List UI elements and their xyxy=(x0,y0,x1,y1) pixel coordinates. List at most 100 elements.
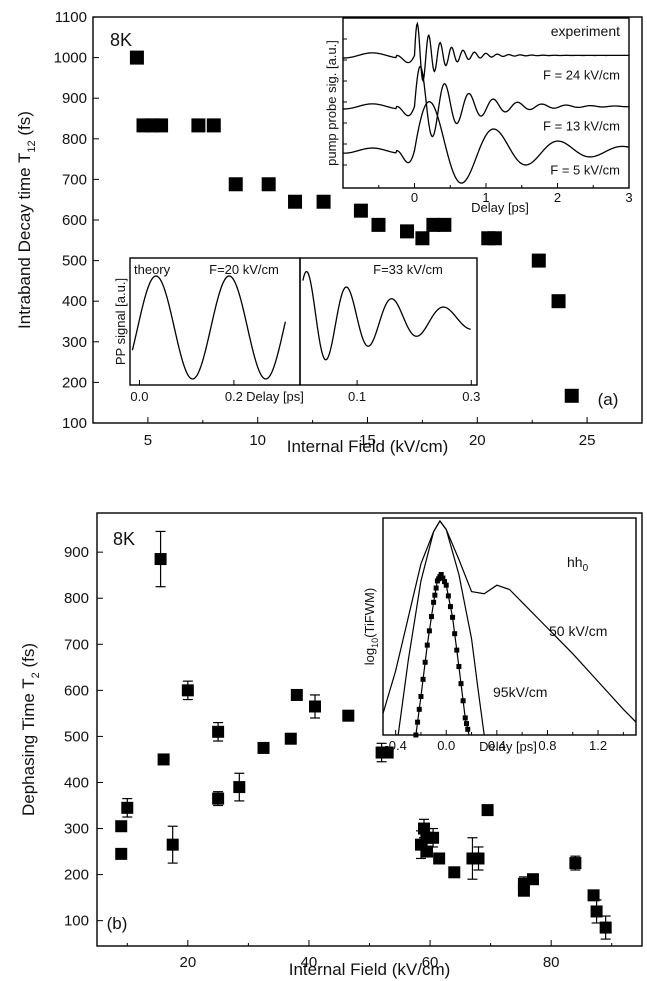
x-tick-label: 1.2 xyxy=(589,738,607,753)
state-label-subscript: 0 xyxy=(583,563,589,574)
data-point xyxy=(309,700,321,713)
y-tick-label: 500 xyxy=(64,728,89,745)
data-point xyxy=(290,688,303,701)
curve-dot-marker xyxy=(431,599,437,605)
data-point xyxy=(154,553,167,566)
x-tick-label: 20 xyxy=(469,432,486,449)
x-tick-label: 5 xyxy=(144,432,152,449)
x-tick-label: 80 xyxy=(543,954,560,971)
y-axis-label: Intraband Decay time T12 (fs) xyxy=(15,111,38,329)
y-tick-label: 600 xyxy=(62,212,87,229)
data-point xyxy=(284,732,297,745)
curve-dot-marker xyxy=(415,719,421,725)
x-tick-label: 1 xyxy=(482,190,489,205)
data-point xyxy=(472,852,485,865)
state-label: hh0 xyxy=(567,554,589,574)
y-tick-label: 400 xyxy=(64,774,89,791)
data-point xyxy=(551,294,566,309)
curve-dot-marker xyxy=(460,698,466,704)
y-tick-label: 1000 xyxy=(54,50,87,67)
inset-experiment-xlabel: Delay [ps] xyxy=(471,200,529,215)
x-tick-label: 0 xyxy=(411,190,418,205)
y-tick-label: 700 xyxy=(62,171,87,188)
x-tick-label: 20 xyxy=(179,954,196,971)
data-point xyxy=(115,847,128,860)
y-tick-label: 400 xyxy=(62,293,87,310)
data-point xyxy=(381,746,394,759)
data-point xyxy=(316,194,331,209)
y-tick-label: 100 xyxy=(62,415,87,432)
inset-tifwm: -0.4 0.0 0.4 0.8 1.2 Delay [ps] log10(TiFWM) hh… xyxy=(362,517,637,754)
inset-tifwm-xlabel: Delay [ps] xyxy=(479,739,537,754)
curve-dot-marker xyxy=(454,647,460,653)
data-point xyxy=(115,820,128,833)
data-point xyxy=(426,217,441,232)
data-point xyxy=(531,253,546,268)
y-axis-label-subscript: 2 xyxy=(30,672,42,678)
data-point xyxy=(191,118,206,133)
curve-dot-marker xyxy=(452,631,458,637)
data-point xyxy=(166,838,179,851)
inset-tifwm-ylabel: log10(TiFWM) xyxy=(362,588,380,665)
data-point xyxy=(212,725,225,738)
curve-dot-marker xyxy=(443,582,449,588)
curve-dot-marker xyxy=(445,593,451,599)
x-tick-label: 0.2 xyxy=(225,389,243,404)
x-axis-label: Internal Field (kV/cm) xyxy=(287,437,449,456)
y-tick-label: 600 xyxy=(64,682,89,699)
data-point xyxy=(481,804,494,817)
data-point xyxy=(421,845,434,858)
x-tick-label: 3 xyxy=(625,190,632,205)
data-point xyxy=(415,231,430,246)
panel-b: 20 40 60 80100200300400500600700800900Inter… xyxy=(19,512,643,979)
inset-tifwm-frame xyxy=(382,517,637,736)
curve-dot-marker xyxy=(428,614,434,620)
x-tick-label: 0.8 xyxy=(538,738,556,753)
data-point xyxy=(590,905,603,918)
curve-dot-marker xyxy=(426,628,432,634)
inset-theory-ylabel: PP signal [a.u.] xyxy=(113,278,128,365)
y-axis-label-unit: (fs) xyxy=(19,643,38,672)
inset-ylabel-subscript: 10 xyxy=(370,638,380,648)
y-tick-label: 300 xyxy=(64,821,89,838)
data-point xyxy=(157,753,170,766)
data-point xyxy=(371,217,386,232)
y-tick-label: 900 xyxy=(62,90,87,107)
data-point xyxy=(257,741,270,754)
y-axis-label: Dephasing Time T2 (fs) xyxy=(19,643,42,816)
curve-50 xyxy=(382,519,637,723)
y-tick-label: 200 xyxy=(64,867,89,884)
curve-dot-marker xyxy=(433,585,439,591)
x-tick-label: 0.4 xyxy=(488,738,506,753)
curve-dot-marker xyxy=(413,732,419,738)
y-tick-label: 200 xyxy=(62,374,87,391)
y-tick-label: 1100 xyxy=(55,9,87,26)
inset-experiment-title: experiment xyxy=(551,23,620,39)
x-tick-label: 60 xyxy=(422,954,439,971)
data-point xyxy=(233,781,246,794)
curve-dot-marker xyxy=(456,664,462,670)
data-point xyxy=(599,921,612,934)
curve-95 xyxy=(397,519,485,736)
inset-theory-field-right: F=33 kV/cm xyxy=(373,262,443,277)
x-tick-label: 0.0 xyxy=(437,738,455,753)
y-axis-label-unit: (fs) xyxy=(15,111,34,140)
data-point xyxy=(121,801,134,814)
trace-line xyxy=(342,65,630,138)
curve-dot-marker xyxy=(458,681,464,687)
curve-label-95: 95kV/cm xyxy=(493,684,547,700)
data-point xyxy=(154,118,169,133)
curve-dot-marker xyxy=(465,726,471,732)
data-point xyxy=(353,203,368,218)
curve-dot-marker xyxy=(463,721,469,727)
inset-ylabel-rest: (TiFWM) xyxy=(362,588,377,638)
data-point xyxy=(448,866,461,879)
inset-theory-title: theory xyxy=(134,262,171,277)
inset-experiment: 0 1 2 3 Delay [ps] pump probe sig. [a.u.] expe… xyxy=(324,17,633,215)
temperature-label: 8K xyxy=(110,30,132,50)
x-tick-label: 40 xyxy=(301,954,318,971)
curve-dot-marker xyxy=(450,614,456,620)
data-point xyxy=(400,224,415,239)
x-axis-label: Internal Field (kV/cm) xyxy=(289,960,451,979)
data-point xyxy=(487,231,502,246)
